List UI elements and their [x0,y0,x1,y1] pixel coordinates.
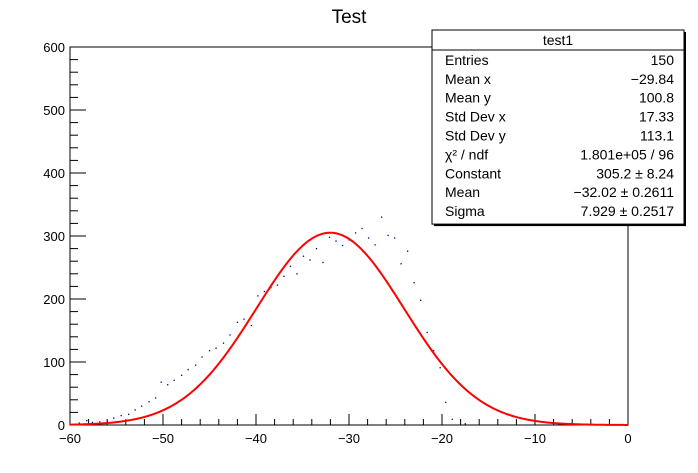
data-points [78,216,466,425]
stats-row-label: Mean y [445,90,491,106]
data-point [106,420,108,422]
data-point [134,409,136,411]
stats-row-label: Mean [445,184,480,200]
data-point [451,418,453,421]
data-point [257,295,259,297]
data-point [413,282,415,284]
data-point [335,240,337,242]
chart-title: Test [332,7,368,28]
y-tick-label: 600 [43,40,65,55]
stats-row-value: 100.8 [639,90,674,106]
data-point [406,250,409,252]
y-tick-label: 100 [43,355,65,370]
data-point [289,265,292,267]
data-point [270,287,272,289]
stats-row-label: Constant [445,165,501,181]
data-point [148,401,150,403]
data-point [181,374,183,376]
data-point [236,321,239,324]
stats-row-value: 17.33 [639,109,674,125]
data-point [201,356,203,358]
x-tick-label: −10 [524,431,546,446]
data-point [173,379,175,381]
data-point [215,347,217,349]
y-tick-label: 200 [43,292,65,307]
gaussian-fit-curve [69,231,628,426]
data-point [243,318,245,320]
data-point [400,263,402,265]
data-point [194,364,197,366]
stats-box-title: test1 [543,32,574,48]
stats-row-value: −32.02 ± 0.2611 [574,184,675,200]
stats-row-value: 150 [651,52,675,68]
data-point [315,248,318,250]
axis-ticks: −60 −50 −40 −30 −20 −10 0 0 100 200 300 400 500 600 [43,40,631,446]
data-point [154,397,157,399]
data-point [374,244,376,246]
stats-box-frame [431,29,685,225]
data-point [433,350,435,352]
data-point [99,421,101,423]
data-point [328,236,331,238]
data-point [367,237,370,239]
data-point [420,299,422,301]
data-point [387,234,389,237]
stats-row-value: 305.2 ± 8.24 [596,165,674,181]
x-tick-label: −40 [245,431,267,446]
stats-row-value: −29.84 [631,71,674,87]
data-point [393,237,396,239]
y-tick-label: 500 [43,103,65,118]
data-point [322,261,324,264]
stats-row-label: Std Dev x [445,109,506,125]
data-point [380,216,383,218]
data-point [361,227,363,230]
x-tick-label: 0 [624,431,631,446]
data-point [187,368,189,371]
data-point [141,405,143,407]
data-point [250,324,253,327]
x-tick-label: −30 [338,431,360,446]
stats-row-label: Mean x [445,71,491,87]
data-point [439,367,441,369]
data-point [354,232,357,234]
data-point [464,423,466,425]
y-tick-label: 300 [43,229,65,244]
data-point [120,414,122,417]
stats-row-label: Std Dev y [445,128,506,144]
data-point [127,413,130,415]
data-point [309,259,311,261]
stats-box: test1 Entries 150 Mean x −29.84 Mean y 100.8 St… [431,29,686,227]
data-point [263,290,266,293]
data-point [86,419,88,422]
stats-row-label: Entries [445,52,489,68]
x-tick-label: −50 [152,431,174,446]
data-point [229,334,231,336]
x-tick-label: −20 [431,431,453,446]
y-tick-label: 0 [58,418,65,433]
data-point [222,342,225,344]
data-point [113,417,115,419]
data-point [283,275,285,278]
stats-row-label: χ² / ndf [445,146,488,162]
data-point [302,255,305,257]
stats-row-value: 7.929 ± 0.2517 [581,203,675,219]
stats-row-label: Sigma [445,203,485,219]
data-point [167,384,169,386]
data-point [426,331,428,334]
data-point [208,350,211,352]
data-point [160,381,162,383]
y-tick-label: 400 [43,166,65,181]
stats-row-value: 1.801e+05 / 96 [580,146,674,162]
data-point [296,273,298,275]
data-point [276,284,279,286]
data-point [341,244,344,247]
x-tick-label: −60 [59,431,81,446]
data-point [91,421,94,424]
stats-row-value: 113.1 [640,128,674,144]
data-point [445,401,447,404]
data-point [78,422,80,424]
